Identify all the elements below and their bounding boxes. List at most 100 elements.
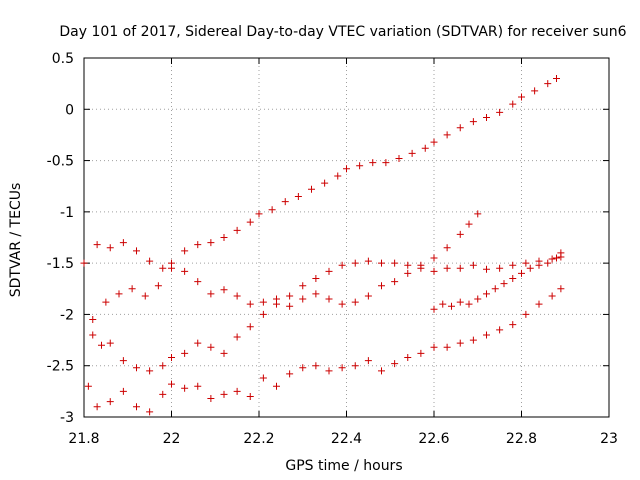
data-point — [159, 362, 167, 370]
data-point — [509, 100, 517, 108]
data-point — [421, 144, 429, 152]
y-tick-label: 0.5 — [52, 51, 74, 67]
data-point — [456, 230, 464, 238]
data-point — [273, 382, 280, 390]
data-point — [259, 374, 267, 382]
data-point — [220, 390, 228, 398]
data-point — [168, 380, 175, 388]
data-point — [531, 87, 539, 95]
data-point — [448, 302, 455, 310]
data-point — [207, 343, 215, 351]
data-point — [233, 226, 241, 234]
data-point — [483, 331, 490, 339]
data-point — [246, 218, 254, 226]
data-point — [281, 198, 289, 206]
data-point — [364, 292, 372, 300]
data-point — [93, 241, 101, 249]
data-point — [439, 300, 447, 308]
data-point — [456, 298, 464, 306]
data-point — [391, 278, 399, 286]
data-point — [207, 395, 215, 403]
data-point — [443, 343, 451, 351]
data-point — [509, 321, 517, 329]
data-point — [553, 75, 560, 83]
data-point — [334, 172, 342, 180]
data-point — [146, 257, 154, 265]
data-point — [207, 239, 215, 247]
data-point — [391, 360, 399, 368]
data-point — [404, 269, 412, 277]
y-tick-label: -1.5 — [47, 256, 74, 272]
x-tick-label: 21.8 — [68, 431, 99, 447]
data-point — [469, 261, 477, 269]
data-point — [553, 254, 560, 262]
data-point — [259, 298, 267, 306]
data-point — [233, 387, 241, 395]
data-point — [443, 131, 451, 139]
data-point — [220, 286, 228, 294]
data-point — [456, 339, 464, 347]
data-point — [194, 278, 202, 286]
data-points — [80, 75, 565, 416]
data-point — [146, 408, 154, 416]
y-tick-label: 0 — [65, 102, 74, 118]
data-point — [273, 300, 280, 308]
data-point — [259, 310, 267, 318]
data-point — [181, 384, 189, 392]
data-point — [268, 206, 276, 214]
data-point — [286, 302, 294, 310]
x-tick-label: 23 — [600, 431, 618, 447]
data-point — [443, 244, 451, 252]
data-point — [378, 367, 385, 375]
data-point — [408, 149, 416, 157]
series-track-c — [89, 253, 565, 375]
data-point — [465, 220, 473, 228]
data-point — [119, 387, 127, 395]
data-point — [483, 290, 490, 298]
data-point — [286, 370, 294, 378]
y-tick-label: -1 — [60, 205, 74, 221]
x-tick-label: 22.8 — [506, 431, 537, 447]
data-point — [443, 264, 451, 272]
data-point — [417, 349, 425, 357]
data-point — [395, 155, 403, 163]
data-point — [154, 282, 162, 290]
data-point — [469, 336, 477, 344]
x-tick-label: 22.6 — [418, 431, 449, 447]
data-point — [98, 341, 105, 349]
data-point — [456, 264, 464, 272]
data-point — [500, 280, 508, 288]
data-point — [391, 259, 399, 267]
data-point — [89, 331, 97, 339]
data-point — [535, 300, 543, 308]
data-point — [312, 362, 320, 370]
data-point — [544, 259, 552, 267]
data-point — [522, 259, 530, 267]
data-point — [133, 247, 140, 255]
data-point — [351, 362, 359, 370]
data-point — [356, 162, 364, 170]
data-point — [364, 357, 372, 365]
data-point — [417, 264, 425, 272]
data-point — [491, 285, 499, 293]
x-axis-label: GPS time / hours — [285, 458, 402, 474]
chart-title: Day 101 of 2017, Sidereal Day-to-day VTE… — [59, 24, 626, 40]
x-tick-label: 22 — [163, 431, 181, 447]
data-point — [430, 343, 438, 351]
data-point — [106, 244, 114, 252]
series-track-e — [430, 249, 565, 313]
y-tick-label: -3 — [60, 410, 74, 426]
data-point — [526, 264, 534, 272]
data-point — [518, 93, 525, 101]
data-point — [465, 300, 473, 308]
data-point — [351, 259, 359, 267]
data-point — [557, 285, 565, 293]
data-point — [119, 357, 127, 365]
data-point — [246, 300, 254, 308]
x-tick-label: 22.4 — [331, 431, 362, 447]
data-point — [246, 392, 254, 400]
data-point — [220, 234, 228, 241]
data-point — [106, 339, 114, 347]
data-point — [233, 292, 241, 300]
data-point — [312, 275, 320, 283]
